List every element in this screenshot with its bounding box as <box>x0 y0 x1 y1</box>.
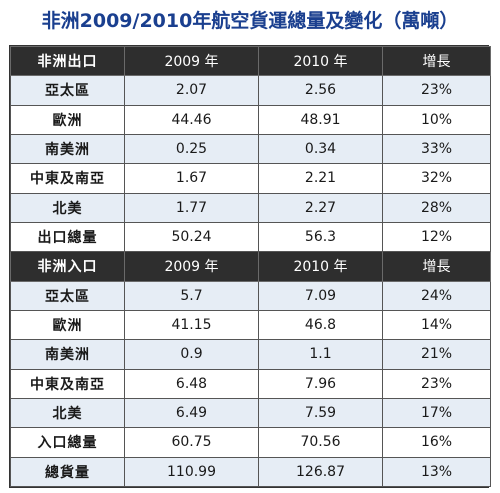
region-cell: 歐洲 <box>10 309 125 341</box>
table-row: 北美 1.77 2.27 28% <box>10 192 491 223</box>
region-cell: 總貨量 <box>10 456 125 488</box>
table-row: 入口總量 60.75 70.56 16% <box>10 427 491 458</box>
region-cell: 北美 <box>10 192 125 223</box>
value-2009-cell: 60.75 <box>124 427 259 458</box>
region-cell: 南美洲 <box>10 339 125 370</box>
region-cell: 中東及南亞 <box>10 163 125 194</box>
table-row: 中東及南亞 6.48 7.96 23% <box>10 368 491 399</box>
cargo-table-body: 非洲出口 2009 年 2010 年增長 亞太區 2.07 2.56 23% 歐洲 44.46 4… <box>10 45 491 488</box>
region-cell: 亞太區 <box>10 280 125 311</box>
region-cell: 入口總量 <box>10 427 125 458</box>
value-2010-cell: 0.34 <box>258 133 383 165</box>
value-2010-cell: 46.8 <box>258 309 383 341</box>
growth-cell: 24% <box>382 280 491 311</box>
region-cell: 南美洲 <box>10 133 125 165</box>
table-row: 出口總量 50.24 56.3 12% <box>10 221 491 253</box>
region-cell: 出口總量 <box>10 221 125 253</box>
value-2010-cell: 7.59 <box>258 397 383 429</box>
value-2010-cell: 56.3 <box>258 221 383 253</box>
growth-cell: 23% <box>382 75 491 106</box>
table-row: 總貨量 110.99 126.87 13% <box>10 456 491 488</box>
export-year-2009-header: 2009 年 <box>124 45 259 77</box>
region-cell: 歐洲 <box>10 104 125 135</box>
growth-cell: 23% <box>382 368 491 399</box>
growth-cell: 28% <box>382 192 491 223</box>
value-2010-cell: 7.96 <box>258 368 383 399</box>
value-2010-cell: 2.27 <box>258 192 383 223</box>
value-2009-cell: 110.99 <box>124 456 259 488</box>
import-growth-header: 增長 <box>382 251 491 282</box>
data-table-frame: 非洲出口 2009 年 2010 年增長 亞太區 2.07 2.56 23% 歐洲 44.46 4… <box>9 45 491 488</box>
value-2010-cell: 2.21 <box>258 163 383 194</box>
export-growth-header: 增長 <box>382 45 491 77</box>
value-2010-cell: 126.87 <box>258 456 383 488</box>
growth-cell: 17% <box>382 397 491 429</box>
export-header-row: 非洲出口 2009 年 2010 年增長 <box>10 45 491 77</box>
value-2009-cell: 5.7 <box>124 280 259 311</box>
growth-cell: 14% <box>382 309 491 341</box>
value-2010-cell: 70.56 <box>258 427 383 458</box>
growth-cell: 16% <box>382 427 491 458</box>
table-row: 北美 6.49 7.59 17% <box>10 397 491 429</box>
region-cell: 中東及南亞 <box>10 368 125 399</box>
table-row: 亞太區 5.7 7.09 24% <box>10 280 491 311</box>
import-year-2009-header: 2009 年 <box>124 251 259 282</box>
value-2010-cell: 48.91 <box>258 104 383 135</box>
cargo-table: 非洲出口 2009 年 2010 年增長 亞太區 2.07 2.56 23% 歐洲 44.46 4… <box>10 45 491 488</box>
value-2009-cell: 41.15 <box>124 309 259 341</box>
value-2009-cell: 1.67 <box>124 163 259 194</box>
region-cell: 亞太區 <box>10 75 125 106</box>
region-cell: 北美 <box>10 397 125 429</box>
value-2010-cell: 7.09 <box>258 280 383 311</box>
value-2009-cell: 50.24 <box>124 221 259 253</box>
value-2009-cell: 0.9 <box>124 339 259 370</box>
value-2009-cell: 44.46 <box>124 104 259 135</box>
value-2010-cell: 1.1 <box>258 339 383 370</box>
value-2009-cell: 6.49 <box>124 397 259 429</box>
table-row: 南美洲 0.9 1.1 21% <box>10 339 491 370</box>
growth-cell: 12% <box>382 221 491 253</box>
growth-cell: 13% <box>382 456 491 488</box>
value-2009-cell: 2.07 <box>124 75 259 106</box>
table-row: 歐洲 41.15 46.8 14% <box>10 309 491 341</box>
table-row: 歐洲 44.46 48.91 10% <box>10 104 491 135</box>
value-2009-cell: 1.77 <box>124 192 259 223</box>
growth-cell: 33% <box>382 133 491 165</box>
growth-cell: 10% <box>382 104 491 135</box>
growth-cell: 32% <box>382 163 491 194</box>
page-title: 非洲2009/2010年航空貨運總量及變化（萬噸） <box>41 10 459 32</box>
value-2009-cell: 0.25 <box>124 133 259 165</box>
export-section-label: 非洲出口 <box>10 45 125 77</box>
import-section-label: 非洲入口 <box>10 251 125 282</box>
growth-cell: 21% <box>382 339 491 370</box>
table-row: 亞太區 2.07 2.56 23% <box>10 75 491 106</box>
value-2009-cell: 6.48 <box>124 368 259 399</box>
import-header-row: 非洲入口 2009 年 2010 年增長 <box>10 251 491 282</box>
table-row: 中東及南亞 1.67 2.21 32% <box>10 163 491 194</box>
table-row: 南美洲 0.25 0.34 33% <box>10 133 491 165</box>
export-year-2010-header: 2010 年 <box>258 45 383 77</box>
import-year-2010-header: 2010 年 <box>258 251 383 282</box>
value-2010-cell: 2.56 <box>258 75 383 106</box>
